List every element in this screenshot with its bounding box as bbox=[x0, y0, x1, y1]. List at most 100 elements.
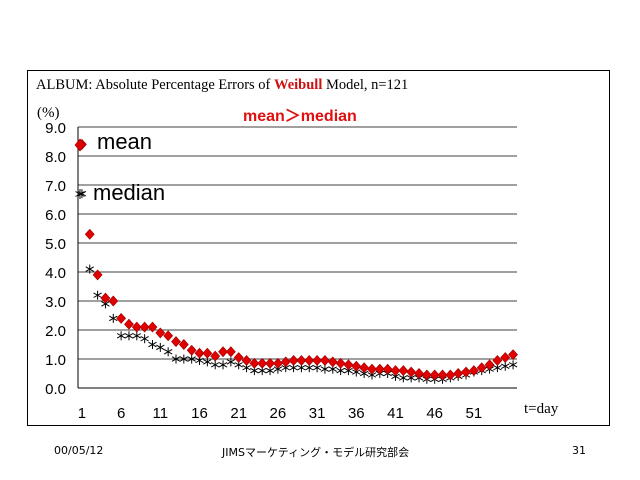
mean-point bbox=[476, 362, 487, 374]
mean-point bbox=[390, 365, 401, 377]
median-point bbox=[179, 354, 189, 364]
mean-point bbox=[218, 346, 228, 358]
y-tick-label: 9.0 bbox=[45, 120, 66, 137]
y-axis-label: (%) bbox=[37, 105, 60, 121]
y-tick-label: 4.0 bbox=[45, 265, 66, 282]
mean-point bbox=[437, 369, 448, 381]
mean-point bbox=[484, 359, 495, 371]
mean-point bbox=[335, 357, 346, 369]
y-tick-label: 3.0 bbox=[45, 294, 66, 311]
median-point bbox=[500, 361, 510, 371]
mean-point bbox=[445, 369, 456, 381]
mean-point bbox=[280, 356, 291, 368]
legend-mean-label: mean bbox=[97, 129, 152, 154]
mean-point bbox=[92, 269, 103, 281]
mean-point bbox=[398, 365, 409, 377]
y-tick-label: 0.0 bbox=[45, 381, 66, 398]
mean-point bbox=[163, 330, 174, 342]
mean-point bbox=[288, 355, 299, 366]
mean-point bbox=[414, 368, 424, 379]
mean-point bbox=[178, 339, 189, 350]
chart-title: ALBUM: Absolute Percentage Errors of Wei… bbox=[36, 77, 408, 93]
x-tick-label: 46 bbox=[426, 405, 443, 422]
mean-point bbox=[171, 336, 181, 348]
mean-point bbox=[367, 363, 377, 375]
mean-point bbox=[492, 355, 503, 366]
legend-mean-marker bbox=[74, 138, 86, 152]
x-tick-label: 11 bbox=[153, 405, 169, 422]
mean-point bbox=[359, 362, 370, 374]
median-point bbox=[226, 357, 236, 367]
mean-point bbox=[210, 350, 221, 362]
mean-point bbox=[382, 363, 393, 375]
x-tick-labels: 1 6 11 16 21 26 31 36 41 46 51 bbox=[78, 405, 482, 422]
y-tick-label: 5.0 bbox=[45, 236, 66, 253]
chart-title-highlight: Weibull bbox=[274, 77, 322, 93]
mean-point bbox=[186, 344, 197, 356]
mean-point bbox=[124, 318, 134, 330]
mean-point bbox=[241, 355, 252, 366]
x-tick-label: 1 bbox=[78, 405, 86, 422]
median-point bbox=[203, 357, 212, 367]
mean-point bbox=[257, 357, 268, 369]
y-tick-label: 2.0 bbox=[45, 323, 66, 340]
x-tick-label: 21 bbox=[230, 405, 247, 422]
median-point bbox=[187, 354, 196, 364]
data-marks bbox=[77, 138, 518, 384]
median-point bbox=[140, 334, 149, 344]
x-axis-label: t=day bbox=[524, 401, 559, 417]
x-tick-label: 6 bbox=[117, 405, 125, 422]
mean-point bbox=[84, 228, 95, 240]
mean-point bbox=[374, 363, 385, 375]
y-tick-label: 6.0 bbox=[45, 207, 66, 224]
x-tick-label: 16 bbox=[191, 405, 208, 422]
mean-point bbox=[508, 349, 518, 361]
mean-point bbox=[265, 357, 275, 369]
mean-point bbox=[249, 357, 260, 369]
median-point bbox=[109, 313, 118, 323]
median-point bbox=[171, 354, 181, 364]
x-tick-label: 51 bbox=[466, 405, 483, 422]
mean-point bbox=[272, 357, 283, 369]
median-point bbox=[124, 331, 134, 341]
mean-point bbox=[116, 312, 127, 324]
x-tick-label: 26 bbox=[270, 405, 287, 422]
median-point bbox=[210, 360, 220, 370]
footer-page: 31 bbox=[572, 444, 586, 457]
median-point bbox=[93, 290, 102, 300]
median-point bbox=[77, 189, 87, 199]
mean-point bbox=[108, 295, 119, 307]
mean-point bbox=[468, 365, 479, 377]
y-tick-labels: 0.0 1.0 2.0 3.0 4.0 5.0 6.0 7.0 8.0 9.0 bbox=[45, 120, 66, 398]
x-tick-label: 36 bbox=[348, 405, 365, 422]
mean-point bbox=[500, 352, 511, 363]
median-point bbox=[116, 331, 126, 341]
chart-title-prefix: ALBUM: Absolute Percentage Errors of bbox=[36, 77, 274, 93]
x-tick-label: 31 bbox=[309, 405, 326, 422]
mean-point bbox=[351, 360, 362, 372]
mean-point bbox=[155, 327, 166, 339]
mean-point bbox=[320, 355, 330, 366]
legend-median-label: median bbox=[93, 180, 165, 205]
x-tick-label: 41 bbox=[387, 405, 404, 422]
mean-point bbox=[421, 369, 432, 381]
axes bbox=[77, 127, 517, 389]
mean-point bbox=[225, 346, 236, 358]
footer-date: 00/05/12 bbox=[54, 444, 104, 457]
median-point bbox=[218, 360, 228, 370]
legend-median-marker bbox=[75, 189, 85, 199]
y-tick-label: 1.0 bbox=[45, 352, 66, 369]
mean-point bbox=[194, 347, 205, 359]
mean-point bbox=[296, 355, 307, 366]
median-point bbox=[148, 340, 157, 349]
mean-point bbox=[461, 366, 471, 378]
mean-point bbox=[327, 356, 338, 368]
mean-point bbox=[406, 366, 417, 378]
mean-point bbox=[343, 359, 354, 371]
mean-point bbox=[304, 355, 315, 366]
chart-title-suffix: Model, n=121 bbox=[322, 77, 408, 93]
mean-point bbox=[312, 355, 323, 366]
median-point bbox=[156, 342, 165, 352]
chart-subtitle: mean＞median bbox=[243, 108, 357, 125]
